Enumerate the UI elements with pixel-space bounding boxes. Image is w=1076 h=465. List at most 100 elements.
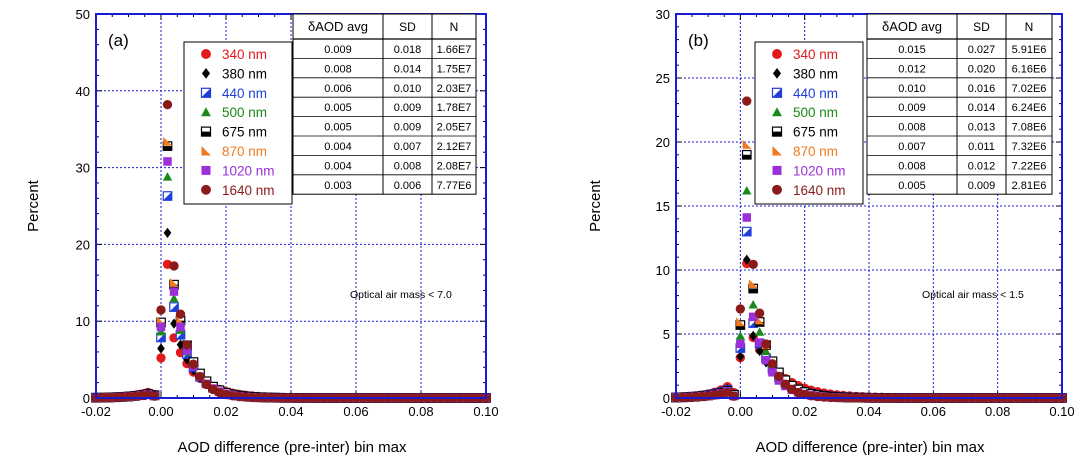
data-point bbox=[169, 287, 179, 296]
data-point bbox=[149, 391, 160, 401]
data-point bbox=[736, 339, 745, 349]
table-cell: 2.08E7 bbox=[437, 160, 472, 172]
table-cell: 0.010 bbox=[898, 83, 926, 95]
data-point bbox=[742, 254, 751, 265]
data-point bbox=[201, 379, 212, 390]
y-tick-label: 15 bbox=[656, 199, 670, 214]
y-tick-label: 5 bbox=[663, 327, 670, 342]
data-point bbox=[741, 149, 752, 160]
y-tick-label: 20 bbox=[656, 135, 670, 150]
table-cell: 0.006 bbox=[324, 83, 352, 95]
table-frame bbox=[866, 13, 1053, 195]
data-point bbox=[157, 343, 165, 354]
legend-entry: 675 nm bbox=[222, 125, 267, 140]
data-point bbox=[761, 346, 771, 356]
legend: 340 nm 380 nm 440 nm 500 nm 675 nm 870 nm 1020… bbox=[754, 41, 864, 205]
data-point bbox=[748, 279, 758, 289]
table-cell: 0.009 bbox=[394, 122, 422, 134]
data-point bbox=[176, 322, 185, 332]
x-tick-label: 0.10 bbox=[473, 404, 498, 419]
table-cell: 0.011 bbox=[968, 141, 995, 153]
table-cell: 0.020 bbox=[968, 63, 996, 75]
y-tick-label: 25 bbox=[656, 71, 670, 86]
data-point bbox=[736, 317, 746, 327]
table-cell: 0.007 bbox=[898, 141, 926, 153]
data-point bbox=[163, 227, 172, 238]
data-point bbox=[748, 312, 758, 322]
data-point bbox=[741, 226, 752, 237]
data-point bbox=[735, 304, 746, 314]
legend-marker bbox=[201, 107, 211, 117]
table-header: SD bbox=[399, 20, 416, 34]
legend-box bbox=[754, 41, 864, 205]
table-cell: 0.008 bbox=[898, 160, 926, 172]
table-cell: 7.08E6 bbox=[1012, 122, 1047, 134]
table-cell: 0.003 bbox=[324, 180, 352, 192]
x-tick-label: 0.00 bbox=[728, 404, 753, 419]
data-point bbox=[735, 331, 746, 340]
data-point bbox=[169, 302, 179, 312]
table-cell: 0.015 bbox=[898, 44, 926, 56]
data-point bbox=[755, 338, 764, 347]
legend-entry: 340 nm bbox=[793, 47, 838, 62]
x-tick-label: -0.02 bbox=[81, 404, 111, 419]
legend-marker bbox=[201, 49, 211, 59]
x-tick-label: 0.04 bbox=[278, 404, 303, 419]
data-point bbox=[163, 136, 173, 146]
data-point bbox=[767, 359, 778, 369]
y-tick-label: 50 bbox=[76, 7, 90, 22]
legend-entry: 500 nm bbox=[793, 105, 838, 120]
table-cell: 5.91E6 bbox=[1012, 44, 1047, 56]
legend-marker bbox=[772, 107, 782, 117]
series-380-nm bbox=[672, 254, 1066, 404]
table-cell: 0.027 bbox=[968, 44, 996, 56]
y-axis-label: Percent bbox=[587, 179, 604, 232]
x-tick-label: 0.02 bbox=[213, 404, 238, 419]
data-point bbox=[768, 368, 777, 377]
legend-entry: 440 nm bbox=[222, 86, 267, 101]
data-point bbox=[163, 157, 172, 166]
data-point bbox=[183, 354, 191, 365]
table-cell: 7.22E6 bbox=[1012, 160, 1047, 172]
table-cell: 0.008 bbox=[394, 160, 422, 172]
data-point bbox=[169, 277, 179, 287]
legend-marker bbox=[200, 126, 212, 137]
data-point bbox=[162, 172, 173, 181]
legend-entry: 870 nm bbox=[793, 144, 838, 159]
stats-table: δAOD avg SD N 0.009 0.018 1.66E7 0.008 0.014 1.7… bbox=[292, 13, 477, 195]
data-point bbox=[742, 139, 752, 149]
y-tick-label: 10 bbox=[656, 263, 670, 278]
data-point bbox=[761, 355, 771, 365]
legend-entry: 870 nm bbox=[222, 144, 267, 159]
table-cell: 0.004 bbox=[324, 160, 352, 172]
y-axis-label: Percent bbox=[25, 179, 42, 232]
table-cell: 2.03E7 bbox=[437, 83, 472, 95]
table-cell: 0.009 bbox=[394, 102, 422, 114]
data-point bbox=[780, 379, 791, 389]
table-cell: 0.004 bbox=[324, 141, 352, 153]
table-cell: 6.24E6 bbox=[1012, 102, 1047, 114]
table-cell: 0.012 bbox=[898, 63, 926, 75]
table-cell: 0.005 bbox=[324, 102, 352, 114]
table-frame bbox=[292, 13, 477, 195]
x-tick-label: 0.06 bbox=[343, 404, 368, 419]
legend-marker bbox=[201, 68, 211, 79]
data-point bbox=[176, 339, 185, 350]
table-cell: 2.81E6 bbox=[1012, 180, 1047, 192]
data-point bbox=[156, 353, 166, 363]
legend-marker bbox=[200, 87, 212, 98]
legend-entry: 1020 nm bbox=[222, 163, 275, 178]
table-cell: 0.014 bbox=[394, 63, 422, 75]
data-point bbox=[754, 327, 765, 336]
legend-entry: 1640 nm bbox=[793, 183, 846, 198]
x-tick-label: -0.02 bbox=[661, 404, 691, 419]
table-cell: 1.78E7 bbox=[437, 102, 472, 114]
data-point bbox=[774, 371, 784, 382]
table-cell: 0.012 bbox=[968, 160, 996, 172]
data-point bbox=[755, 315, 765, 325]
x-tick-label: 0.08 bbox=[408, 404, 433, 419]
stats-table: δAOD avg SD N 0.015 0.027 5.91E6 0.012 0.020 6.1… bbox=[866, 13, 1053, 195]
table-cell: 0.009 bbox=[324, 44, 352, 56]
legend-box bbox=[183, 41, 293, 205]
data-point bbox=[195, 371, 205, 382]
